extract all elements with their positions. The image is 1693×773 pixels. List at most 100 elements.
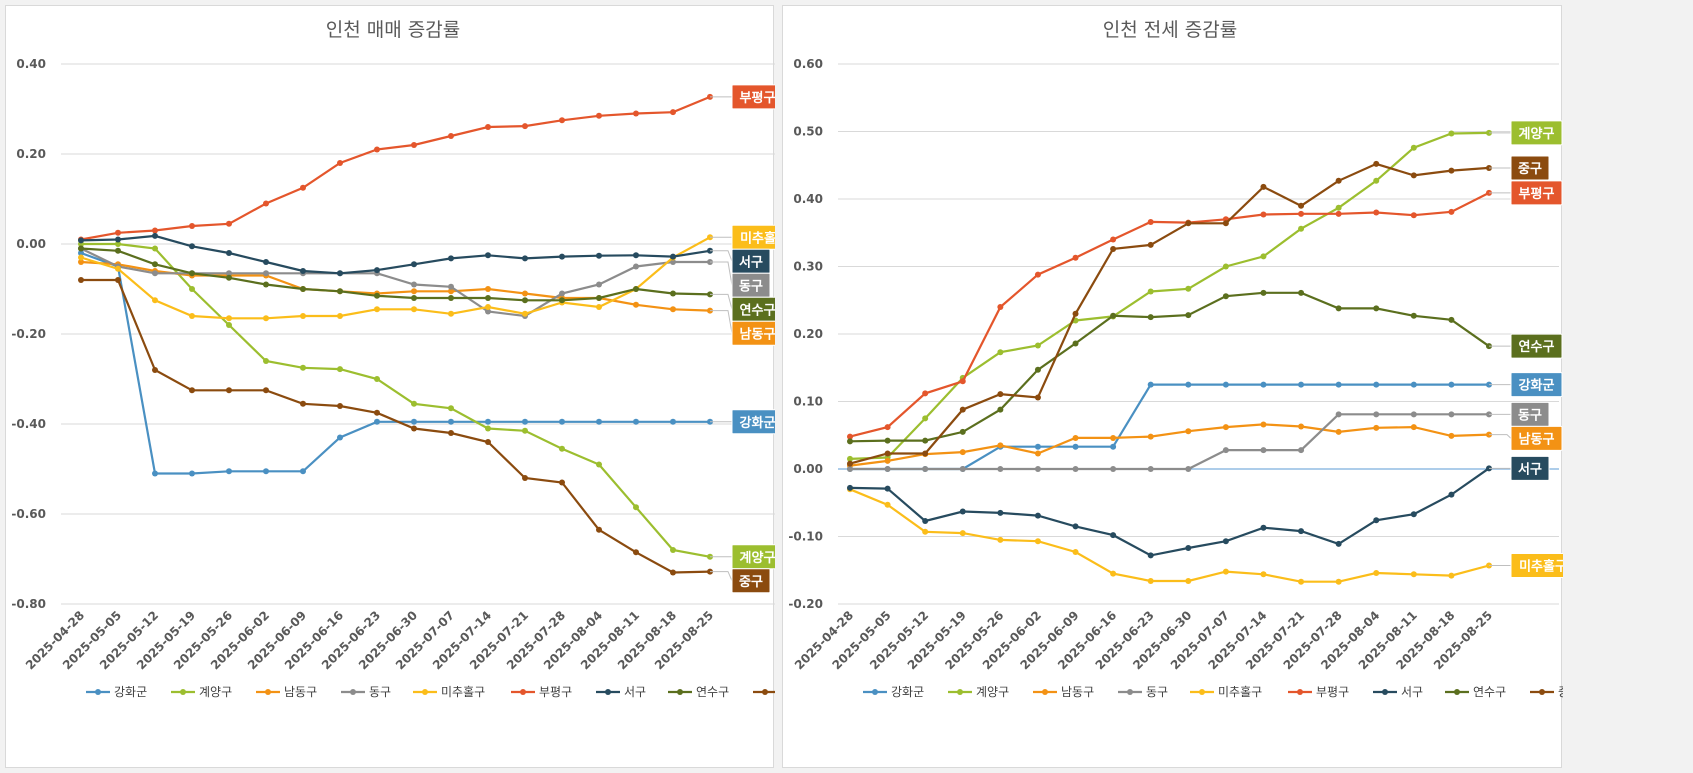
series-계양구	[78, 241, 713, 560]
series-line	[849, 162, 1490, 465]
data-point	[1185, 312, 1192, 319]
data-point	[152, 270, 158, 277]
data-point	[411, 418, 417, 425]
data-point	[1298, 528, 1305, 535]
data-point	[596, 295, 602, 301]
y-tick-label: -0.80	[11, 597, 46, 611]
data-point	[559, 418, 565, 425]
data-point	[997, 466, 1004, 472]
data-point	[1260, 289, 1267, 296]
data-point	[1222, 568, 1229, 575]
legend-label: 계양구	[976, 685, 1009, 699]
end-label-box	[1510, 333, 1563, 359]
data-point	[1298, 225, 1305, 232]
data-point	[152, 261, 158, 268]
data-point	[300, 184, 306, 191]
series-line	[81, 242, 711, 558]
series-미추홀구	[847, 486, 1492, 585]
end-label-강화군: 강화군	[1510, 372, 1563, 398]
legend-item-연수구: 연수구	[1445, 685, 1506, 699]
leader-line	[1489, 434, 1512, 439]
sales-chart: 인천 매매 증감률 0.40 0.20 0.00 -0.20 -0.40 -0.60 -0.8…	[11, 19, 775, 699]
data-point	[1072, 340, 1079, 347]
data-point	[1185, 544, 1192, 551]
legend-label: 연수구	[1473, 685, 1506, 699]
y-tick-label: 0.60	[793, 57, 823, 71]
data-point	[884, 485, 891, 492]
data-point	[189, 223, 195, 229]
data-point	[115, 241, 121, 247]
series-line	[80, 247, 711, 302]
end-label-text: 중구	[739, 575, 763, 590]
data-point	[411, 400, 417, 407]
end-label-남동구: 남동구	[1510, 425, 1563, 451]
legend-marker	[762, 689, 768, 695]
data-point	[152, 470, 158, 477]
legend-item-강화군: 강화군	[863, 685, 924, 699]
data-point	[485, 418, 491, 425]
data-point	[411, 425, 417, 432]
data-point	[1335, 210, 1342, 217]
data-point	[1034, 342, 1041, 349]
end-label-text: 연수구	[740, 303, 775, 318]
data-point	[1072, 434, 1079, 441]
data-point	[448, 288, 454, 295]
leader-line	[710, 310, 733, 334]
data-point	[485, 252, 491, 259]
data-point	[1034, 450, 1041, 457]
series-line	[80, 236, 711, 320]
data-point	[1147, 218, 1154, 225]
data-point	[337, 288, 343, 295]
data-point	[596, 304, 602, 310]
data-point	[1034, 366, 1041, 373]
data-point	[374, 376, 380, 382]
data-point	[596, 112, 602, 119]
legend-label: 미추홀구	[441, 685, 485, 699]
series-중구	[78, 277, 713, 576]
jeonse-chart: 인천 전세 증감률 0.60 0.50 0.40 0.30 0.20 0.10 0.00 -0.…	[788, 19, 1563, 699]
data-point	[115, 236, 121, 243]
series-line	[80, 234, 711, 275]
data-point	[997, 442, 1004, 449]
data-point	[1335, 177, 1342, 184]
data-point	[959, 466, 966, 472]
end-label-중구: 중구	[1510, 155, 1550, 181]
data-point	[1260, 571, 1267, 578]
data-point	[1034, 512, 1041, 519]
data-point	[1298, 578, 1305, 585]
data-point	[559, 479, 565, 486]
leader-line	[710, 261, 733, 286]
end-label-text: 서구	[739, 255, 763, 270]
legend-marker	[95, 689, 101, 695]
data-point	[1335, 204, 1342, 211]
data-point	[78, 245, 84, 252]
legend-item-부평구: 부평구	[511, 685, 572, 699]
data-point	[1448, 432, 1455, 439]
data-point	[1373, 209, 1380, 216]
data-point	[1298, 423, 1305, 430]
y-tick-label: 0.10	[793, 395, 823, 409]
data-point	[633, 418, 639, 425]
data-point	[1110, 434, 1117, 441]
legend-label: 동구	[1146, 685, 1168, 699]
data-point	[1335, 381, 1342, 388]
data-point	[1373, 177, 1380, 184]
end-label-text: 미추홀구	[1519, 559, 1563, 575]
legend-item-계양구: 계양구	[948, 685, 1009, 699]
data-point	[1034, 394, 1041, 401]
data-point	[847, 484, 853, 491]
data-point	[522, 297, 528, 304]
data-point	[959, 428, 966, 435]
y-tick-label: 0.40	[16, 57, 46, 71]
data-point	[1335, 578, 1342, 585]
end-label-box	[1510, 155, 1550, 181]
end-label-text: 부평구	[1519, 186, 1555, 202]
legend-item-중구: 중구	[753, 689, 775, 695]
data-point	[633, 252, 639, 259]
series-부평구	[847, 189, 1492, 440]
end-label-box	[1510, 553, 1563, 579]
data-point	[997, 536, 1004, 543]
series-line	[80, 251, 710, 475]
data-point	[1298, 447, 1305, 454]
data-point	[1260, 211, 1267, 218]
